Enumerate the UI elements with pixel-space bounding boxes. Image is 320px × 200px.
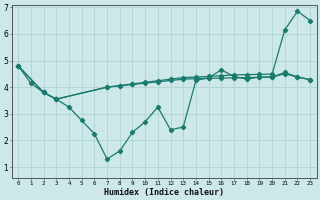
X-axis label: Humidex (Indice chaleur): Humidex (Indice chaleur) bbox=[104, 188, 224, 197]
